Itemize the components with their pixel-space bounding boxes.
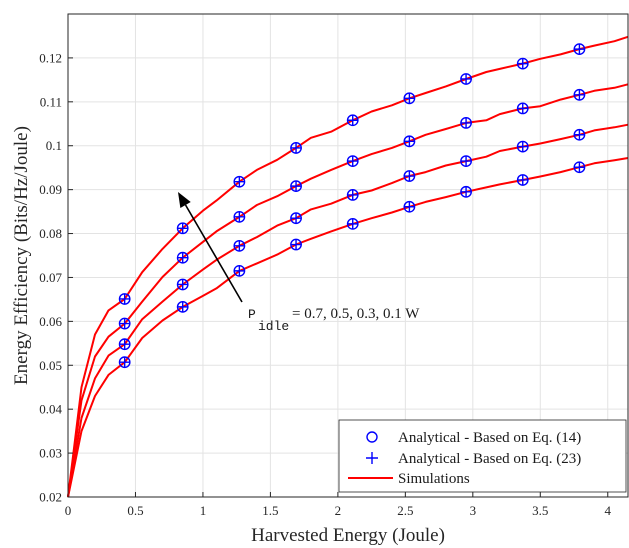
analytical-plus-point: [403, 170, 415, 182]
legend-circle-marker: [366, 431, 378, 443]
analytical-plus-point: [177, 252, 189, 264]
analytical-plus-point: [517, 174, 529, 186]
analytical-plus-point: [573, 129, 585, 141]
analytical-plus-point: [233, 176, 245, 188]
x-tick-label: 1.5: [262, 503, 278, 518]
simulation-line-0: [67, 35, 629, 498]
analytical-plus-point: [460, 186, 472, 198]
analytical-plus-point: [290, 142, 302, 154]
analytical-plus-point: [177, 278, 189, 290]
axis-ticks: 0 0.5 1 1.5 2 2.5 3 3.5 4 0.02 0.03 0.04 0.05 0.06 0.0…: [39, 50, 611, 518]
y-axis-label: Energy Efficiency (Bits/Hz/Joule): [11, 126, 32, 385]
analytical-plus-point: [233, 265, 245, 277]
analytical-plus-point: [290, 180, 302, 192]
analytical-plus-point: [403, 135, 415, 147]
analytical-plus-point: [347, 218, 359, 230]
x-axis-label: Harvested Energy (Joule): [251, 525, 445, 546]
simulation-line-2: [67, 123, 629, 498]
y-tick-label: 0.11: [40, 94, 62, 109]
y-tick-label: 0.08: [39, 226, 62, 241]
analytical-plus-point: [347, 155, 359, 167]
legend-label-eq14: Analytical - Based on Eq. (14): [398, 430, 581, 446]
annotation-symbol: P: [248, 307, 256, 322]
simulation-line-1: [67, 83, 629, 498]
analytical-plus-point: [517, 58, 529, 70]
analytical-plus-point: [460, 73, 472, 85]
analytical-plus-point: [347, 114, 359, 126]
analytical-plus-point: [119, 356, 131, 368]
y-tick-label: 0.05: [39, 358, 62, 373]
analytical-plus-point: [573, 161, 585, 173]
analytical-plus-point: [290, 239, 302, 251]
analytical-plus-point: [517, 102, 529, 114]
analytical-plus-point: [177, 222, 189, 234]
analytical-plus-point: [119, 318, 131, 330]
legend-plus-marker: [366, 452, 378, 464]
y-tick-label: 0.12: [39, 50, 62, 65]
y-tick-label: 0.06: [39, 314, 62, 329]
x-tick-label: 3: [470, 503, 477, 518]
annotation-subscript: idle: [258, 319, 289, 334]
analytical-plus-point: [403, 92, 415, 104]
simulation-line-3: [67, 157, 629, 498]
analytical-plus-point: [460, 117, 472, 129]
plot-frame: [67, 13, 629, 498]
analytical-plus-point: [290, 212, 302, 224]
analytical-plus-point: [517, 141, 529, 153]
x-tick-label: 2: [335, 503, 342, 518]
annotation-arrow-shaft: [184, 204, 243, 303]
analytical-plus-point: [233, 211, 245, 223]
x-tick-label: 3.5: [532, 503, 548, 518]
x-tick-label: 0: [65, 503, 72, 518]
x-tick-label: 2.5: [397, 503, 413, 518]
arrow-up-left-icon: [178, 192, 191, 208]
legend-box: [338, 419, 627, 493]
x-tick-label: 0.5: [127, 503, 143, 518]
series-lines: [67, 35, 629, 498]
analytical-plus-point: [233, 240, 245, 252]
analytical-plus-point: [347, 189, 359, 201]
p-idle-annotation: P idle = 0.7, 0.5, 0.3, 0.1 W: [178, 192, 420, 334]
x-tick-label: 1: [200, 503, 207, 518]
y-tick-label: 0.07: [39, 270, 62, 285]
analytical-plus-point: [177, 301, 189, 313]
y-tick-label: 0.03: [39, 446, 62, 461]
y-tick-label: 0.02: [39, 490, 62, 505]
analytical-plus-point: [403, 201, 415, 213]
y-tick-label: 0.1: [46, 138, 62, 153]
analytical-plus-point: [573, 89, 585, 101]
analytical-plus-point: [573, 43, 585, 55]
annotation-values: = 0.7, 0.5, 0.3, 0.1 W: [292, 306, 420, 322]
analytical-plus-point: [460, 155, 472, 167]
y-tick-label: 0.09: [39, 182, 62, 197]
legend-label-eq23: Analytical - Based on Eq. (23): [398, 451, 581, 467]
analytical-plus-point: [119, 293, 131, 305]
y-tick-label: 0.04: [39, 402, 62, 417]
x-tick-label: 4: [605, 503, 612, 518]
legend-label-simulations: Simulations: [398, 471, 470, 487]
analytical-plus-point: [119, 338, 131, 350]
legend: Analytical - Based on Eq. (14) Analytica…: [338, 419, 627, 493]
analytical-markers: [118, 43, 586, 369]
